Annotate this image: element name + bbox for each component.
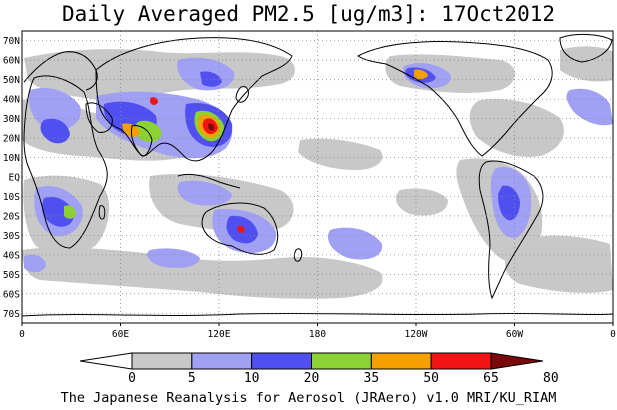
colorbar-level-label: 0 (128, 371, 136, 386)
coastline-new-zealand (293, 248, 303, 262)
colorbar-level-label: 80 (543, 371, 559, 386)
colorbar-level-label: 50 (423, 371, 439, 386)
colorbar-swatch (311, 352, 372, 370)
colorbar-swatch (251, 352, 313, 370)
footer-credit: The Japanese Reanalysis for Aerosol (JRA… (60, 390, 557, 406)
lon-tick-label: 0 (610, 329, 616, 340)
lat-tick-label: 30S (3, 231, 20, 242)
longitude-labels: 0 60E 120E 180 120W 60W 0 (19, 323, 616, 340)
level-5-10-areas (22, 46, 613, 299)
coastline-antarctica (22, 312, 613, 317)
lat-tick-label: 10S (3, 192, 20, 203)
coastline-arabia (85, 102, 113, 133)
lat-tick-label: 70N (3, 36, 20, 47)
coastline-indonesia (177, 173, 241, 189)
lat-tick-label: 20S (3, 211, 20, 222)
lat-tick-label: 50S (3, 270, 20, 281)
level-above-80-areas (208, 123, 215, 131)
coastline-india (131, 125, 153, 157)
lon-tick-label: 60W (506, 329, 523, 340)
lat-tick-label: 40N (3, 95, 20, 106)
lon-tick-label: 120W (405, 329, 428, 340)
lon-tick-label: 0 (19, 329, 25, 340)
graticule (22, 31, 613, 323)
lat-tick-label: 10N (3, 153, 20, 164)
colorbar-high-arrow (490, 352, 544, 370)
pm25-concentration-field (22, 46, 613, 299)
lat-tick-label: 30N (3, 114, 20, 125)
lat-tick-label: 20N (3, 134, 20, 145)
lat-tick-label: 60S (3, 289, 20, 300)
coastline-australia (201, 202, 279, 255)
coastline-europe (23, 51, 98, 91)
coastline-greenland (559, 33, 613, 63)
coastline-south-america (478, 160, 544, 300)
lat-tick-label: EQ (9, 173, 21, 184)
lon-tick-label: 180 (309, 329, 326, 340)
colorbar-swatch (131, 352, 193, 370)
coastline-eurasia (95, 37, 293, 162)
colorbar (79, 352, 544, 370)
colorbar-level-label: 35 (364, 371, 380, 386)
lat-tick-label: 60N (3, 56, 20, 67)
lat-tick-label: 50N (3, 75, 20, 86)
lat-tick-label: 40S (3, 250, 20, 261)
map-title: Daily Averaged PM2.5 [ug/m3]: 17Oct2012 (61, 2, 556, 26)
colorbar-labels: 0 5 10 20 35 50 65 80 (128, 371, 559, 386)
coastline-japan (235, 85, 249, 103)
coastline-madagascar (98, 205, 106, 220)
colorbar-swatch (370, 352, 432, 370)
coastline-north-america (357, 41, 553, 157)
lon-tick-label: 120E (208, 329, 231, 340)
colorbar-swatch (191, 352, 253, 370)
colorbar-low-arrow (79, 352, 133, 370)
lat-tick-label: 70S (3, 309, 20, 320)
coastlines (22, 33, 613, 317)
latitude-labels: 70N 60N 50N 40N 30N 20N 10N EQ 10S 20S 30S 40S 50S 60… (3, 36, 20, 320)
lon-tick-label: 60E (112, 329, 129, 340)
colorbar-level-label: 20 (304, 371, 320, 386)
colorbar-swatch (430, 352, 492, 370)
colorbar-level-label: 65 (483, 371, 499, 386)
coastline-africa (23, 75, 108, 249)
colorbar-level-label: 10 (244, 371, 260, 386)
colorbar-level-label: 5 (188, 371, 196, 386)
